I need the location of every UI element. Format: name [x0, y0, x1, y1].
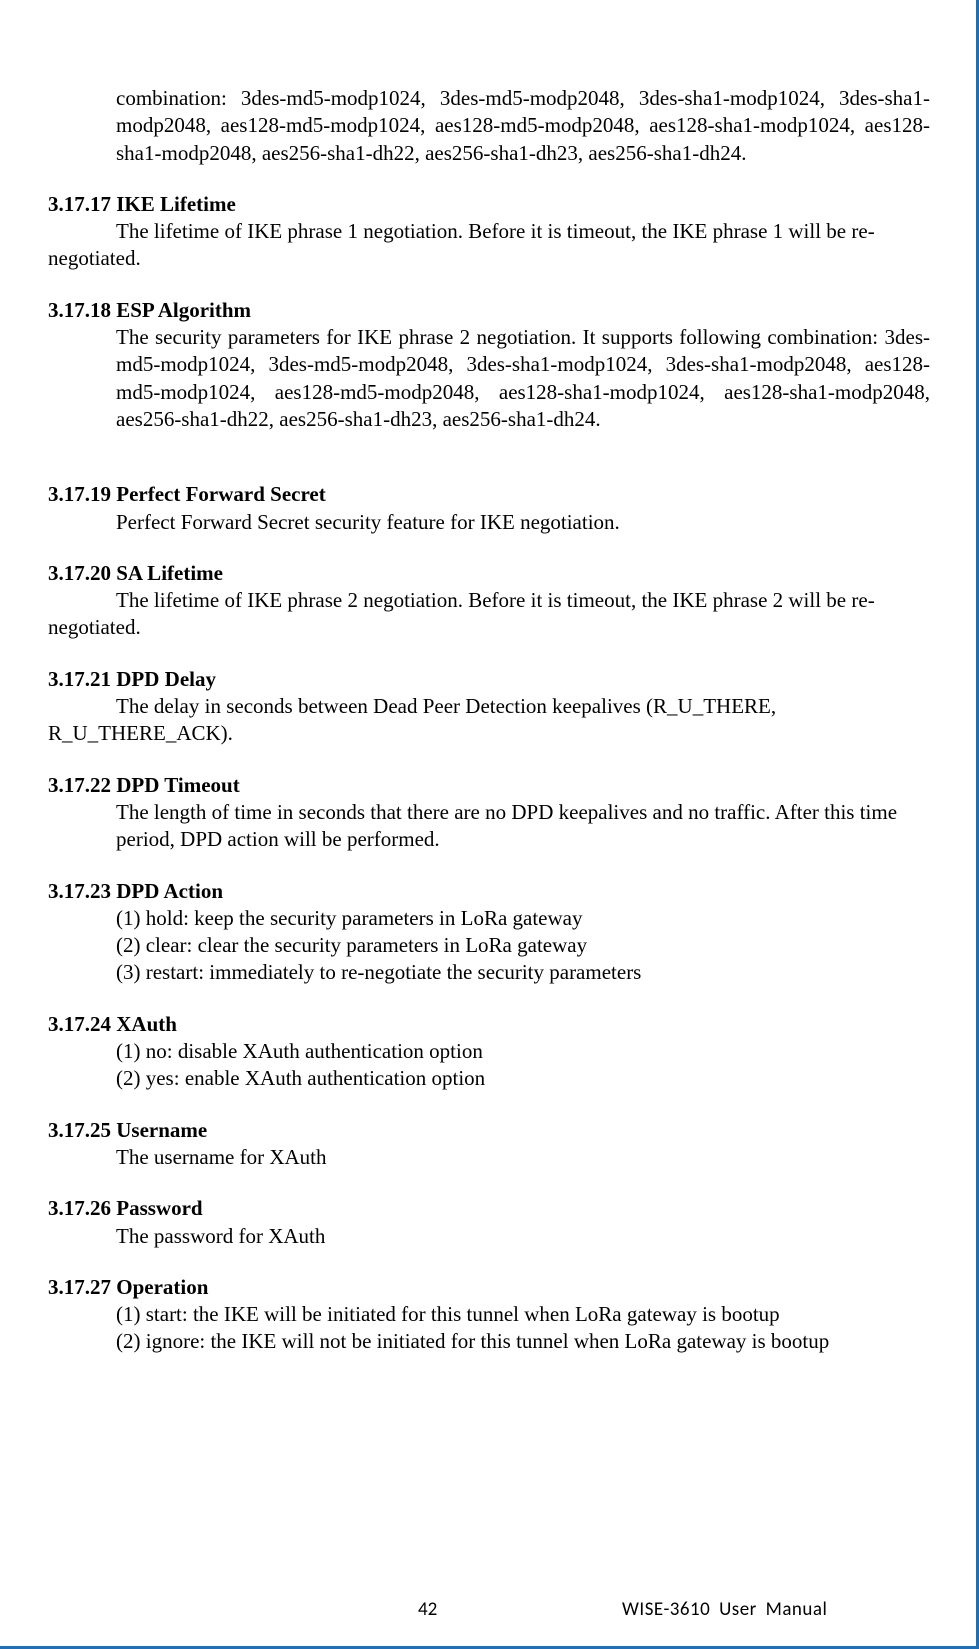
body-3-17-26: The password for XAuth	[48, 1223, 930, 1250]
heading-3-17-20: 3.17.20 SA Lifetime	[48, 560, 930, 587]
heading-3-17-19: 3.17.19 Perfect Forward Secret	[48, 481, 930, 508]
body-3-17-24-l2: (2) yes: enable XAuth authentication opt…	[48, 1065, 930, 1092]
heading-3-17-17: 3.17.17 IKE Lifetime	[48, 191, 930, 218]
body-3-17-21-text: The delay in seconds between Dead Peer D…	[48, 694, 776, 745]
page-number: 42	[418, 1598, 437, 1621]
body-3-17-27-l2: (2) ignore: the IKE will not be initiate…	[48, 1328, 930, 1355]
heading-3-17-27: 3.17.27 Operation	[48, 1274, 930, 1301]
body-3-17-18: The security parameters for IKE phrase 2…	[48, 324, 930, 433]
body-3-17-17: The lifetime of IKE phrase 1 negotiation…	[48, 218, 930, 273]
body-3-17-19: Perfect Forward Secret security feature …	[48, 509, 930, 536]
body-3-17-25: The username for XAuth	[48, 1144, 930, 1171]
heading-3-17-21: 3.17.21 DPD Delay	[48, 666, 930, 693]
body-3-17-22: The length of time in seconds that there…	[48, 799, 930, 854]
body-3-17-24-l1: (1) no: disable XAuth authentication opt…	[48, 1038, 930, 1065]
body-3-17-17-text: The lifetime of IKE phrase 1 negotiation…	[48, 219, 875, 270]
heading-3-17-26: 3.17.26 Password	[48, 1195, 930, 1222]
page-content: combination: 3des-md5-modp1024, 3des-md5…	[48, 85, 930, 1356]
footer-title: WISE-3610 User Manual	[622, 1598, 827, 1621]
heading-3-17-23: 3.17.23 DPD Action	[48, 878, 930, 905]
spacer	[48, 433, 930, 481]
body-3-17-23-l2: (2) clear: clear the security parameters…	[48, 932, 930, 959]
heading-3-17-18: 3.17.18 ESP Algorithm	[48, 297, 930, 324]
continuation-paragraph: combination: 3des-md5-modp1024, 3des-md5…	[48, 85, 930, 167]
body-3-17-20-text: The lifetime of IKE phrase 2 negotiation…	[48, 588, 875, 639]
body-3-17-27-l1: (1) start: the IKE will be initiated for…	[48, 1301, 930, 1328]
body-3-17-21: The delay in seconds between Dead Peer D…	[48, 693, 930, 748]
heading-3-17-22: 3.17.22 DPD Timeout	[48, 772, 930, 799]
body-3-17-23-l3: (3) restart: immediately to re-negotiate…	[48, 959, 930, 986]
heading-3-17-25: 3.17.25 Username	[48, 1117, 930, 1144]
body-3-17-20: The lifetime of IKE phrase 2 negotiation…	[48, 587, 930, 642]
heading-3-17-24: 3.17.24 XAuth	[48, 1011, 930, 1038]
body-3-17-23-l1: (1) hold: keep the security parameters i…	[48, 905, 930, 932]
